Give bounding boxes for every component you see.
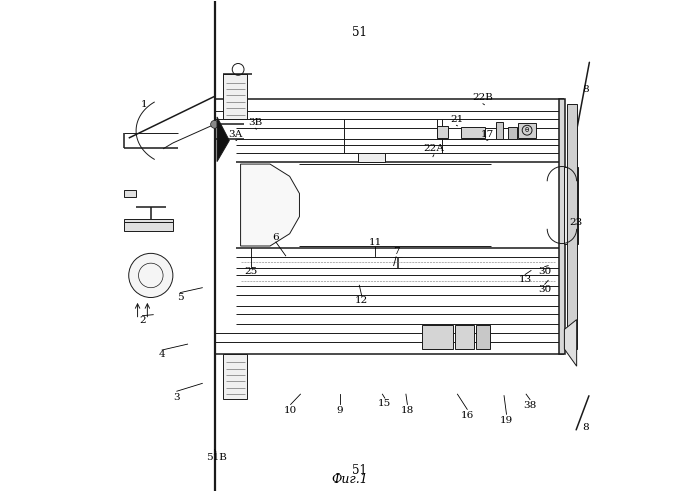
Text: 7: 7 — [393, 247, 399, 256]
Bar — [564, 166, 578, 244]
Text: 1: 1 — [141, 100, 147, 109]
Bar — [476, 326, 490, 349]
Text: 13: 13 — [519, 275, 532, 284]
Text: 51: 51 — [352, 26, 367, 39]
Circle shape — [129, 253, 173, 298]
Bar — [518, 123, 536, 138]
Text: 8: 8 — [583, 423, 589, 432]
Text: 3: 3 — [173, 393, 180, 401]
Polygon shape — [217, 117, 229, 161]
Bar — [456, 326, 474, 349]
Bar — [224, 74, 247, 120]
Bar — [124, 222, 173, 231]
Circle shape — [210, 121, 219, 128]
Bar — [124, 189, 136, 197]
Text: 8: 8 — [583, 85, 589, 93]
Text: 30: 30 — [538, 285, 552, 294]
Text: 4: 4 — [159, 350, 166, 360]
Bar — [461, 127, 485, 138]
Text: 15: 15 — [378, 400, 391, 408]
Text: 12: 12 — [355, 297, 368, 306]
Bar — [437, 126, 447, 138]
Text: 51В: 51В — [206, 454, 226, 462]
Text: 16: 16 — [461, 411, 474, 420]
Text: 23: 23 — [570, 218, 583, 227]
Text: 11: 11 — [368, 238, 382, 246]
Bar — [422, 326, 452, 349]
Text: 18: 18 — [401, 406, 414, 415]
Text: 22В: 22В — [473, 93, 493, 102]
Text: 51: 51 — [352, 464, 367, 477]
Bar — [559, 99, 565, 354]
Text: 3А: 3А — [229, 129, 243, 139]
Bar — [567, 104, 577, 349]
Text: 6: 6 — [273, 233, 279, 242]
Text: Фиг.1: Фиг.1 — [331, 472, 368, 486]
Bar — [496, 122, 503, 139]
Bar — [124, 218, 173, 222]
Bar — [359, 153, 385, 161]
Text: 9: 9 — [336, 406, 343, 415]
Text: 2: 2 — [139, 316, 146, 325]
Polygon shape — [564, 320, 577, 366]
Text: 21: 21 — [450, 115, 463, 124]
Text: θ: θ — [525, 127, 529, 133]
Text: 17: 17 — [481, 129, 494, 139]
Bar — [224, 354, 247, 399]
Polygon shape — [240, 164, 299, 246]
Text: 3В: 3В — [248, 118, 262, 127]
Text: 5: 5 — [177, 293, 184, 302]
Text: 10: 10 — [284, 406, 297, 415]
Text: 19: 19 — [500, 416, 513, 425]
Text: 30: 30 — [538, 267, 552, 276]
Bar — [508, 127, 517, 139]
Text: 38: 38 — [524, 401, 537, 410]
Text: 22А: 22А — [424, 144, 445, 154]
Text: 25: 25 — [245, 267, 258, 276]
